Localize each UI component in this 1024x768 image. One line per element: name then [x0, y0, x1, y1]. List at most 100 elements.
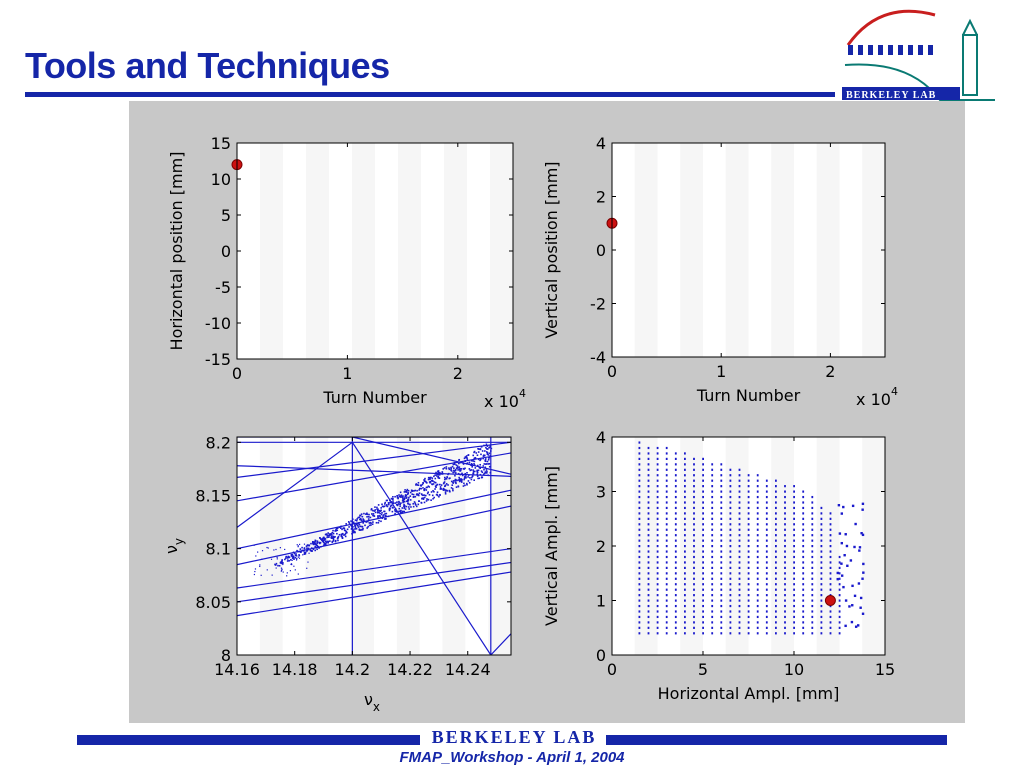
tune-point	[367, 515, 370, 518]
amplitude-point	[820, 566, 823, 569]
tune-point	[354, 524, 356, 526]
amplitude-point	[820, 615, 823, 619]
tune-point	[307, 561, 309, 563]
amplitude-point	[838, 604, 841, 608]
tune-point	[365, 513, 367, 515]
amplitude-point	[829, 517, 832, 520]
amplitude-point	[829, 539, 832, 542]
tune-point	[447, 472, 450, 475]
amplitude-point	[684, 572, 686, 575]
amplitude-point	[647, 534, 650, 537]
tune-point	[435, 471, 437, 474]
tune-point	[432, 497, 434, 500]
tune-point	[282, 563, 284, 566]
tune-point	[449, 477, 451, 479]
tune-point	[378, 515, 381, 517]
amplitude-point	[684, 452, 686, 455]
tune-point	[375, 521, 378, 524]
tune-point	[366, 527, 369, 529]
amplitude-point	[720, 539, 723, 542]
tune-point	[404, 489, 406, 491]
tune-point	[439, 483, 441, 486]
amplitude-point	[729, 610, 732, 613]
amplitude-point	[862, 562, 865, 566]
amplitude-point	[861, 612, 865, 615]
tune-point	[473, 450, 476, 453]
x-axis-label: Horizontal Ampl. [mm]	[658, 684, 840, 703]
tune-point	[406, 489, 408, 492]
tune-point	[467, 480, 470, 482]
plot-stripe	[490, 143, 513, 359]
amplitude-point	[775, 550, 777, 553]
tune-point	[451, 484, 454, 486]
tune-point	[466, 482, 468, 485]
tune-point	[452, 471, 454, 474]
tune-point	[471, 475, 474, 478]
tune-point	[389, 505, 392, 508]
tune-point	[399, 496, 402, 498]
amplitude-point	[793, 572, 795, 575]
tune-point	[452, 489, 454, 492]
tune-point	[404, 490, 407, 493]
tune-point	[417, 481, 420, 484]
tune-point	[401, 507, 404, 509]
tune-point	[355, 527, 358, 530]
tune-point	[363, 520, 365, 522]
tune-point	[379, 510, 382, 512]
tune-point	[311, 542, 314, 544]
tune-point	[311, 550, 313, 552]
amplitude-point	[638, 501, 641, 504]
tune-point	[378, 509, 381, 512]
amplitude-point	[844, 533, 847, 536]
tune-point	[421, 497, 423, 500]
amplitude-point	[665, 615, 668, 619]
tune-point	[422, 494, 424, 497]
amplitude-point	[684, 512, 686, 515]
tune-point	[489, 455, 492, 457]
tune-point	[436, 494, 439, 497]
amplitude-point	[756, 577, 759, 580]
amplitude-point	[856, 624, 860, 627]
tune-point	[300, 551, 302, 553]
tune-point	[423, 489, 426, 492]
tune-point	[409, 499, 412, 501]
tune-point	[290, 555, 293, 557]
tune-point	[397, 497, 399, 500]
amplitude-point	[656, 539, 659, 542]
amplitude-point	[665, 599, 668, 602]
tune-point	[326, 534, 329, 537]
amplitude-point	[656, 555, 659, 559]
amplitude-point	[674, 468, 677, 471]
amplitude-point	[720, 501, 723, 504]
amplitude-point	[684, 523, 686, 526]
tune-point	[483, 463, 486, 465]
amplitude-point	[756, 594, 759, 597]
amplitude-point	[684, 561, 686, 564]
y-axis-label: Vertical Ampl. [mm]	[542, 466, 561, 626]
tune-point	[290, 563, 293, 565]
amplitude-point	[656, 610, 659, 613]
amplitude-point	[693, 604, 695, 608]
tune-point	[470, 462, 473, 465]
tune-point	[296, 550, 299, 553]
tune-point	[257, 551, 259, 553]
amplitude-point	[793, 485, 795, 488]
tune-point	[420, 487, 422, 490]
amplitude-point	[775, 506, 777, 510]
tune-point	[466, 462, 469, 464]
tune-point	[477, 477, 479, 480]
amplitude-point	[665, 594, 668, 597]
y-tick-label: 3	[596, 483, 606, 502]
tune-point	[454, 469, 457, 472]
tune-point	[355, 519, 358, 522]
tune-point	[377, 504, 380, 506]
amplitude-point	[738, 621, 741, 624]
amplitude-point	[665, 457, 668, 460]
tune-point	[409, 491, 412, 494]
amplitude-point	[756, 528, 759, 531]
tune-point	[328, 533, 331, 535]
amplitude-point	[775, 588, 777, 591]
tune-point	[402, 499, 404, 502]
tune-point	[382, 505, 385, 508]
amplitude-point	[729, 517, 732, 520]
